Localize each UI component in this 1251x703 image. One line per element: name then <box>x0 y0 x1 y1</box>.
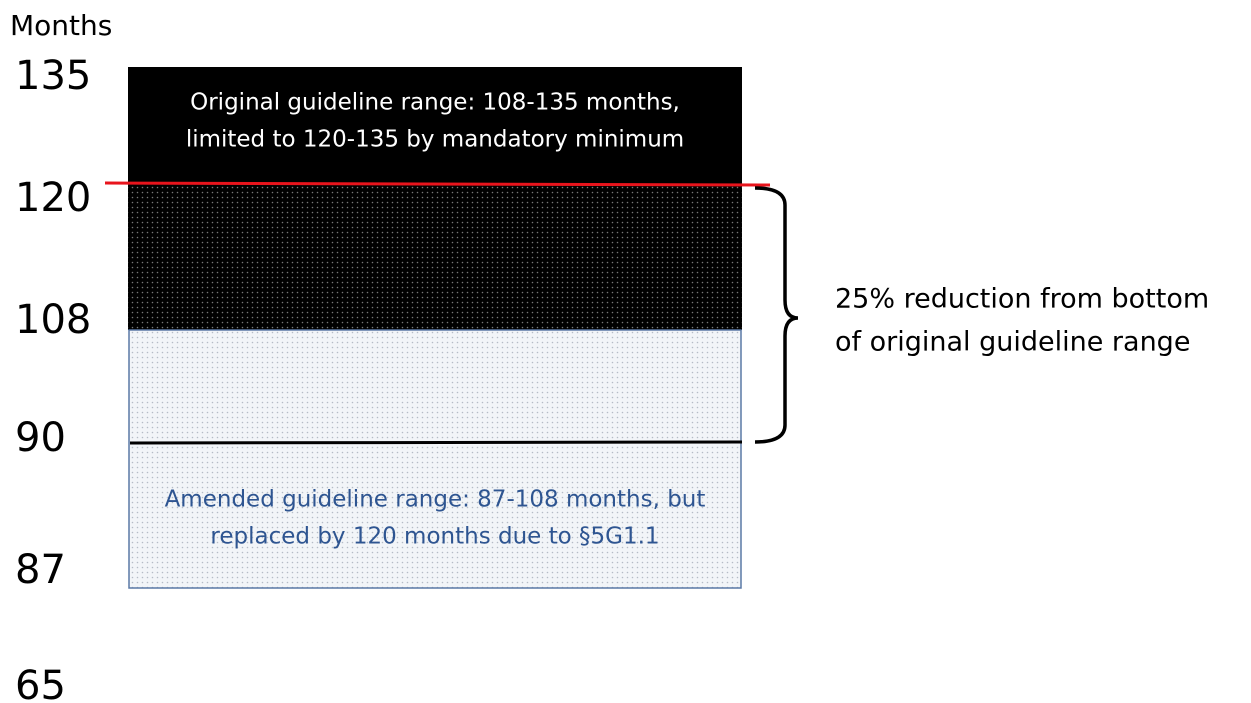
divider-line <box>129 440 743 445</box>
axis-title: Months <box>10 9 112 42</box>
axis-label: 108 <box>15 297 91 343</box>
minimum-line <box>104 181 771 187</box>
brace <box>754 186 799 444</box>
amended-text: replaced by 120 months due to §5G1.1 <box>210 524 659 550</box>
dotted-region <box>128 185 742 330</box>
original-text: limited to 120-135 by mandatory minimum <box>186 127 684 153</box>
axis-label: 120 <box>15 175 91 221</box>
brace-text: of original guideline range <box>835 327 1190 358</box>
axis-label: 135 <box>15 53 91 99</box>
brace-text: 25% reduction from bottom <box>835 284 1209 315</box>
original-box <box>128 67 742 185</box>
amended-box <box>128 329 742 589</box>
axis-label: 87 <box>15 547 66 593</box>
axis-label: 90 <box>15 415 66 461</box>
original-text: Original guideline range: 108-135 months… <box>190 90 680 116</box>
axis-label: 65 <box>15 663 66 703</box>
amended-text: Amended guideline range: 87-108 months, … <box>165 487 706 513</box>
